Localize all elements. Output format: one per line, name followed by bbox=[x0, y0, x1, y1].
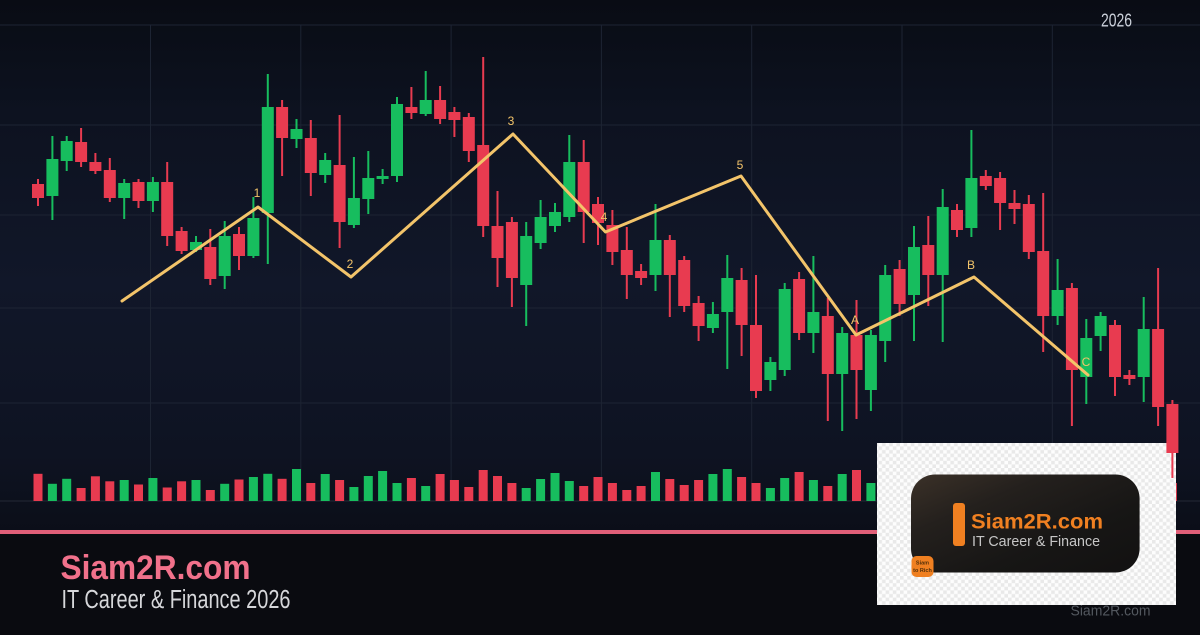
svg-text:Siam2R.com: Siam2R.com bbox=[971, 510, 1103, 534]
svg-text:Siam: Siam bbox=[916, 561, 929, 567]
svg-text:4: 4 bbox=[601, 210, 608, 224]
svg-text:2026: 2026 bbox=[1101, 11, 1132, 31]
svg-text:5: 5 bbox=[737, 158, 744, 172]
svg-text:C: C bbox=[1082, 355, 1091, 369]
svg-text:to Rich: to Rich bbox=[913, 568, 932, 574]
svg-text:1: 1 bbox=[254, 186, 261, 200]
svg-text:Siam2R.com: Siam2R.com bbox=[61, 549, 251, 587]
svg-text:IT Career & Finance: IT Career & Finance bbox=[972, 533, 1100, 550]
svg-text:3: 3 bbox=[508, 114, 515, 128]
svg-text:A: A bbox=[851, 313, 859, 327]
svg-text:2: 2 bbox=[347, 257, 354, 271]
svg-text:Siam2R.com: Siam2R.com bbox=[1071, 603, 1151, 620]
svg-text:B: B bbox=[967, 258, 975, 272]
svg-text:IT Career & Finance 2026: IT Career & Finance 2026 bbox=[62, 586, 291, 614]
